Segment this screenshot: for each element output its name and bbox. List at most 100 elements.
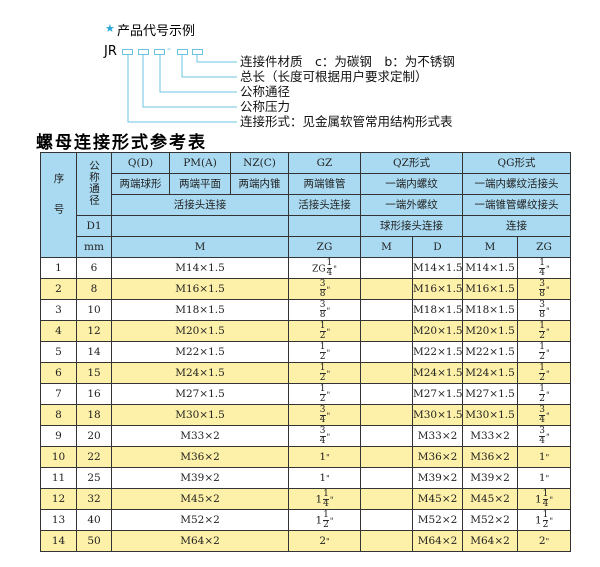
header-cell: 一端锥管螺纹接头 <box>462 194 571 216</box>
cell-seq: 4 <box>40 320 77 342</box>
cell-d1: 8 <box>76 278 112 300</box>
header-cell: 活接头连接 <box>288 194 361 216</box>
cell-m: M36×2 <box>111 446 289 468</box>
header-cell: 两端内锥 <box>230 173 289 195</box>
cell-d1: 14 <box>76 341 112 363</box>
cell-qgm: M45×2 <box>462 488 518 510</box>
table-row: 4 12 M20×1.5 1 2 " M20×1.5 M20×1.5 1 2 " <box>40 320 571 342</box>
header-cell: M <box>111 236 289 258</box>
cell-qgm: M14×1.5 <box>462 257 518 279</box>
cell-d1: 40 <box>76 509 112 531</box>
cell-qzd: M52×2 <box>412 509 463 531</box>
cell-qzd: M20×1.5 <box>412 320 463 342</box>
header-cell: 一端外螺纹 <box>360 194 463 216</box>
code-box-material <box>192 49 203 55</box>
cell-m: M22×1.5 <box>111 341 289 363</box>
cell-qgm: M18×1.5 <box>462 299 518 321</box>
cell-seq: 6 <box>40 362 77 384</box>
header-cell: PM(A) <box>169 152 231 174</box>
cell-d1: 25 <box>76 467 112 489</box>
cell-qzm <box>360 488 413 510</box>
cell-qzm <box>360 404 413 426</box>
cell-zg: 1 1 4 " <box>288 488 361 510</box>
cell-qgzg: 1 2 " <box>517 341 571 363</box>
cell-qzd: M24×1.5 <box>412 362 463 384</box>
cell-qzm <box>360 446 413 468</box>
header-cell: GZ <box>288 152 361 174</box>
cell-qgzg: 1" <box>517 467 571 489</box>
cell-qgzg: 3 8 " <box>517 299 571 321</box>
cell-d1: 6 <box>76 257 112 279</box>
table-row: 7 16 M27×1.5 1 2 " M27×1.5 M27×1.5 1 2 " <box>40 383 571 405</box>
header-cell: Q(D) <box>111 152 170 174</box>
star-icon: ★ <box>105 22 115 35</box>
header-dn: 公称通径 <box>76 152 112 216</box>
cell-zg: 1 2 " <box>288 362 361 384</box>
cell-seq: 7 <box>40 383 77 405</box>
header-cell: M <box>462 236 518 258</box>
table-row: 14 50 M64×2 2" M64×2 M64×2 2" <box>40 530 571 552</box>
header-cell: D1 <box>76 215 112 237</box>
cell-zg: 2" <box>288 530 361 552</box>
cell-zg: 1 2 " <box>288 320 361 342</box>
cell-seq: 11 <box>40 467 77 489</box>
header-seq: 序号 <box>40 152 77 258</box>
table-row: 2 8 M16×1.5 3 8 " M16×1.5 M16×1.5 3 8 " <box>40 278 571 300</box>
label-pressure: 公称压力 <box>240 99 291 114</box>
table-row: 5 14 M22×1.5 1 2 " M22×1.5 M22×1.5 1 2 " <box>40 341 571 363</box>
cell-m: M24×1.5 <box>111 362 289 384</box>
cell-qzm <box>360 467 413 489</box>
cell-m: M39×2 <box>111 467 289 489</box>
cell-zg: 3 8 " <box>288 299 361 321</box>
cell-seq: 5 <box>40 341 77 363</box>
cell-zg: 3 4 " <box>288 425 361 447</box>
cell-d1: 15 <box>76 362 112 384</box>
cell-zg: 1" <box>288 467 361 489</box>
cell-qgm: M20×1.5 <box>462 320 518 342</box>
nut-connection-table: 序号 公称通径 Q(D) PM(A) NZ(C) GZ QZ形式 QG形式 两端… <box>40 152 571 552</box>
cell-m: M30×1.5 <box>111 404 289 426</box>
cell-qzm <box>360 278 413 300</box>
code-dash: - <box>167 42 171 55</box>
cell-qgzg: 1 2 " <box>517 383 571 405</box>
cell-qgm: M27×1.5 <box>462 383 518 405</box>
cell-qzd: M22×1.5 <box>412 341 463 363</box>
cell-seq: 1 <box>40 257 77 279</box>
code-box-length <box>177 49 188 55</box>
cell-d1: 10 <box>76 299 112 321</box>
cell-qgzg: 1 4 " <box>517 257 571 279</box>
cell-qgm: M22×1.5 <box>462 341 518 363</box>
cell-m: M52×2 <box>111 509 289 531</box>
cell-qzm <box>360 383 413 405</box>
header-cell: M <box>360 236 413 258</box>
table-row: 8 18 M30×1.5 3 4 " M30×1.5 M30×1.5 3 4 " <box>40 404 571 426</box>
leader-lines <box>127 55 237 123</box>
label-length: 总长（长度可根据用户要求定制） <box>240 69 428 84</box>
cell-qgm: M16×1.5 <box>462 278 518 300</box>
header-cell: 活接头连接 <box>111 194 289 216</box>
cell-d1: 32 <box>76 488 112 510</box>
header-cell: 一端内螺纹活接头 <box>462 173 571 195</box>
label-material: 连接件材质 c：为碳钢 b：为不锈钢 <box>240 54 455 69</box>
cell-m: M27×1.5 <box>111 383 289 405</box>
cell-qzd: M45×2 <box>412 488 463 510</box>
cell-seq: 3 <box>40 299 77 321</box>
cell-qgzg: 1 2 " <box>517 362 571 384</box>
cell-qzd: M14×1.5 <box>412 257 463 279</box>
cell-seq: 9 <box>40 425 77 447</box>
cell-m: M16×1.5 <box>111 278 289 300</box>
table-row: 9 20 M33×2 3 4 " M33×2 M33×2 3 4 " <box>40 425 571 447</box>
cell-qgm: M30×1.5 <box>462 404 518 426</box>
table-row: 12 32 M45×2 1 1 4 " M45×2 M45×2 1 1 4 " <box>40 488 571 510</box>
